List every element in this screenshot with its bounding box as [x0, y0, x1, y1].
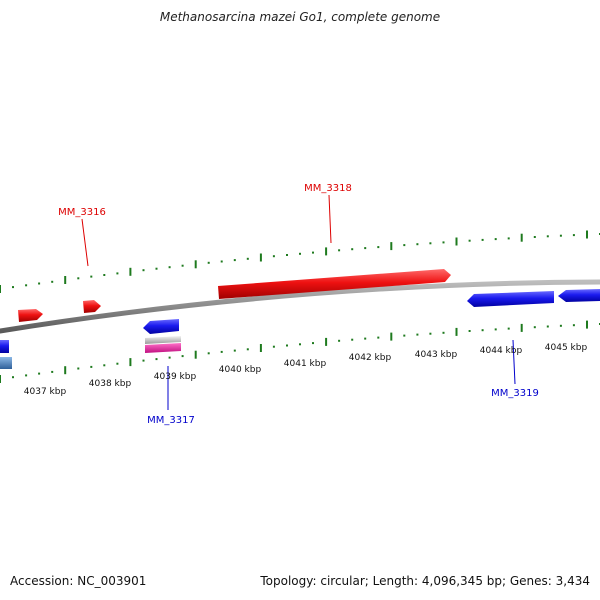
- feature-block[interactable]: [0, 357, 12, 369]
- leader-line: [328, 194, 332, 244]
- accession-text: Accession: NC_003901: [10, 574, 147, 588]
- kbp-label: 4044 kbp: [480, 346, 523, 356]
- gene-label-mm3316[interactable]: MM_3316: [58, 207, 106, 218]
- kbp-label: 4041 kbp: [284, 359, 327, 369]
- map-title: Methanosarcina mazei Go1, complete genom…: [159, 10, 441, 24]
- gene-arrow[interactable]: [18, 309, 43, 322]
- outer-tick-row: [0, 230, 600, 293]
- gene-arrow[interactable]: [0, 340, 9, 353]
- genome-summary-text: Topology: circular; Length: 4,096,345 bp…: [260, 574, 590, 588]
- feature-block-silver[interactable]: [145, 336, 181, 344]
- gene-label-mm3318[interactable]: MM_3318: [304, 183, 352, 194]
- feature-block-pink[interactable]: [145, 343, 181, 353]
- inner-tick-row: [0, 320, 600, 383]
- gene-arrow-mm3318[interactable]: [218, 269, 451, 299]
- genome-backbone: [0, 279, 600, 334]
- gene-label-mm3319[interactable]: MM_3319: [491, 388, 539, 399]
- kbp-label: 4039 kbp: [154, 372, 197, 382]
- gene-arrow[interactable]: [558, 289, 600, 302]
- leader-line: [512, 339, 516, 385]
- kbp-label: 4043 kbp: [415, 350, 458, 360]
- kbp-label: 4037 kbp: [24, 387, 67, 397]
- gene-arrow-mm3316[interactable]: [83, 300, 101, 313]
- gene-arrow-mm3319[interactable]: [467, 291, 554, 307]
- gene-arrow-mm3317[interactable]: [143, 319, 179, 334]
- kbp-label: 4038 kbp: [89, 379, 132, 389]
- kbp-label: 4042 kbp: [349, 353, 392, 363]
- leader-line: [81, 218, 89, 267]
- gene-label-mm3317[interactable]: MM_3317: [147, 415, 195, 426]
- kbp-label: 4045 kbp: [545, 343, 588, 353]
- kbp-label: 4040 kbp: [219, 365, 262, 375]
